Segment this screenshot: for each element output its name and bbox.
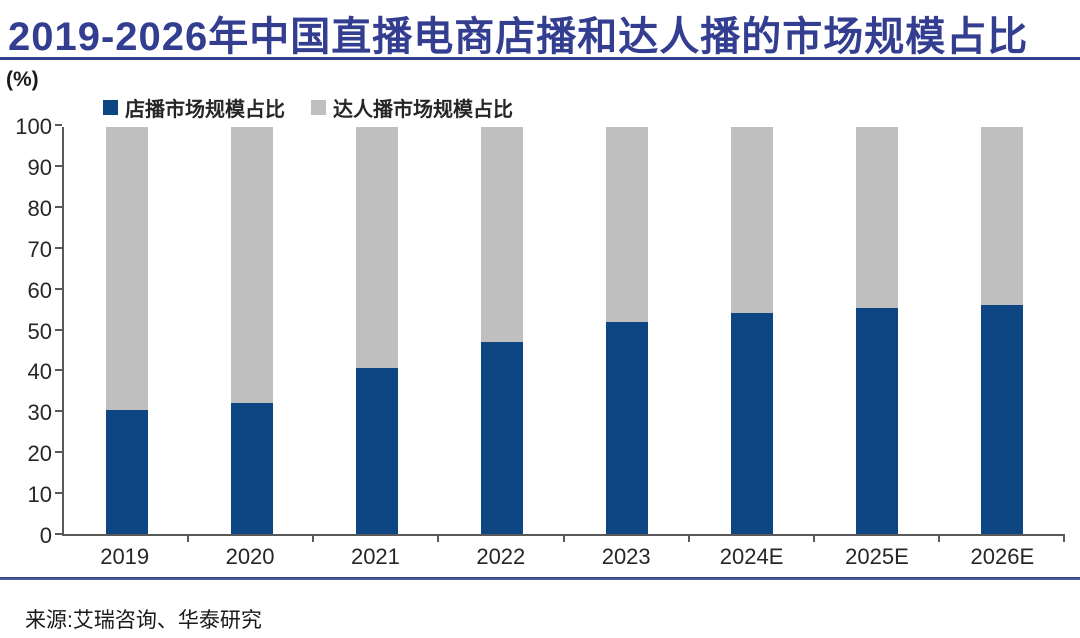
y-tick-mark <box>55 164 62 167</box>
bar-segment-store-broadcast <box>856 308 899 534</box>
y-tick-mark <box>55 451 62 454</box>
stacked-bar-2022 <box>480 127 523 534</box>
y-tick-mark <box>55 246 62 249</box>
y-tick-label: 70 <box>27 236 52 262</box>
x-tick-mark <box>687 534 690 542</box>
x-tick-label: 2024E <box>719 544 784 569</box>
x-tick-label: 2021 <box>350 544 400 569</box>
x-tick-mark <box>187 534 190 542</box>
bar-slot-2021 <box>314 127 439 534</box>
bars-container <box>64 127 1065 534</box>
y-tick-label: 80 <box>27 195 52 221</box>
x-tick-label: 2023 <box>601 544 651 569</box>
y-tick-mark <box>55 328 62 331</box>
y-tick-label: 40 <box>27 359 52 385</box>
y-tick-mark <box>55 492 62 495</box>
bar-slot-2022 <box>439 127 564 534</box>
chart-legend: 店播市场规模占比 达人播市场规模占比 <box>103 93 513 122</box>
y-tick-label: 30 <box>27 400 52 426</box>
y-tick-label: 100 <box>15 114 52 139</box>
bar-segment-store-broadcast <box>981 304 1024 534</box>
x-tick-mark <box>1063 534 1065 542</box>
y-tick-label: 90 <box>27 154 52 180</box>
bar-segment-influencer-broadcast <box>731 127 774 314</box>
legend-swatch-gray <box>311 100 326 115</box>
legend-label: 店播市场规模占比 <box>125 99 285 121</box>
y-tick-label: 20 <box>27 441 52 467</box>
y-tick-mark <box>55 205 62 208</box>
x-tick-mark <box>812 534 815 542</box>
x-axis-labels: 2019 2020 2021 2022 2023 2024E 2025E 2026E <box>62 544 1065 570</box>
y-tick-mark <box>55 369 62 372</box>
bar-slot-2026E <box>940 127 1065 534</box>
x-tick-label: 2019 <box>100 544 150 569</box>
legend-item-influencer-broadcast: 达人播市场规模占比 <box>311 93 513 122</box>
bar-segment-influencer-broadcast <box>480 127 523 343</box>
x-tick-mark <box>937 534 940 542</box>
stacked-bar-2026E <box>981 127 1024 534</box>
stacked-bar-2023 <box>606 127 649 534</box>
bar-segment-store-broadcast <box>731 313 774 534</box>
bar-segment-influencer-broadcast <box>981 127 1024 305</box>
bar-slot-2023 <box>565 127 690 534</box>
x-tick-mark <box>562 534 565 542</box>
source-note: 来源:艾瑞咨询、华泰研究 <box>25 609 262 632</box>
bar-slot-2020 <box>189 127 314 534</box>
legend-label: 达人播市场规模占比 <box>333 99 513 121</box>
bar-segment-store-broadcast <box>480 342 523 534</box>
legend-item-store-broadcast: 店播市场规模占比 <box>103 93 285 122</box>
bar-segment-influencer-broadcast <box>105 127 148 411</box>
bar-segment-influencer-broadcast <box>230 127 273 404</box>
x-tick-label: 2022 <box>476 544 526 569</box>
bar-segment-store-broadcast <box>230 403 273 534</box>
y-tick-label: 10 <box>27 482 52 508</box>
bar-segment-store-broadcast <box>606 322 649 534</box>
bar-segment-store-broadcast <box>105 410 148 534</box>
title-underline <box>0 57 1080 60</box>
bar-slot-2019 <box>64 127 189 534</box>
stacked-bar-2020 <box>230 127 273 534</box>
x-tick-mark <box>437 534 440 542</box>
y-tick-mark <box>55 410 62 413</box>
y-axis-labels: 0 10 20 30 40 50 60 70 80 90 100 <box>0 116 52 547</box>
x-tick-label: 2026E <box>970 544 1035 569</box>
bottom-divider-line <box>0 577 1080 580</box>
bar-segment-store-broadcast <box>355 368 398 534</box>
y-tick-label: 50 <box>27 318 52 344</box>
y-tick-label: 60 <box>27 277 52 303</box>
y-tick-mark <box>55 533 62 535</box>
x-tick-label: 2025E <box>845 544 909 569</box>
chart-title: 2019-2026年中国直播电商店播和达人播的市场规模占比 <box>8 15 1029 59</box>
bar-slot-2024E <box>690 127 815 534</box>
stacked-bar-2021 <box>355 127 398 534</box>
bar-segment-influencer-broadcast <box>355 127 398 369</box>
legend-swatch-blue <box>103 100 118 115</box>
plot-area <box>55 124 1065 542</box>
bar-slot-2025E <box>815 127 940 534</box>
y-axis-unit-label: (%) <box>6 68 39 91</box>
x-tick-mark <box>312 534 315 542</box>
stacked-bar-2019 <box>105 127 148 534</box>
bar-segment-influencer-broadcast <box>606 127 649 323</box>
y-tick-mark <box>55 124 62 126</box>
y-tick-label: 0 <box>39 523 52 548</box>
stacked-bar-2024E <box>731 127 774 534</box>
x-tick-label: 2020 <box>225 544 275 569</box>
stacked-bar-2025E <box>856 127 899 534</box>
bar-segment-influencer-broadcast <box>856 127 899 309</box>
y-tick-mark <box>55 287 62 290</box>
